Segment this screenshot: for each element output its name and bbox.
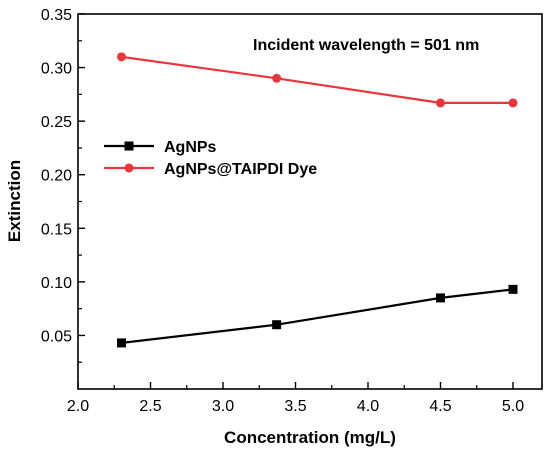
x-tick-label: 2.0: [67, 398, 89, 415]
data-point-agnps-dye: [272, 73, 282, 83]
legend-label-agnps: AgNPs: [164, 139, 217, 156]
y-tick-label: 0.25: [41, 114, 72, 131]
data-point-agnps-dye: [117, 52, 126, 62]
data-point-agnps: [117, 338, 126, 348]
y-tick-label: 0.35: [41, 7, 72, 24]
wavelength-annotation: Incident wavelength = 501 nm: [253, 37, 479, 54]
legend: AgNPs AgNPs@TAIPDI Dye: [104, 139, 317, 178]
y-axis-title: Extinction: [5, 160, 24, 242]
series-line-agnps-dye: [121, 55, 513, 105]
legend-marker-agnps: [124, 141, 134, 151]
y-tick-label: 0.10: [41, 275, 72, 292]
x-tick-labels: 2.0 2.5 3.0 3.5 4.0 4.5 5.0: [67, 398, 524, 415]
y-tick-label: 0.05: [41, 328, 72, 345]
series-line-agnps: [121, 288, 514, 344]
data-point-agnps-dye: [436, 98, 445, 108]
data-point-agnps-dye: [508, 98, 518, 108]
axis-ticks: [77, 13, 514, 389]
series-layer: [117, 52, 518, 348]
plot-frame: [77, 13, 543, 390]
data-point-agnps: [508, 284, 518, 294]
y-tick-label: 0.15: [41, 221, 72, 238]
legend-marker-agnps-dye: [124, 163, 134, 173]
x-tick-label: 5.0: [502, 398, 524, 415]
data-point-agnps: [272, 320, 282, 330]
y-tick-label: 0.20: [41, 168, 72, 185]
data-point-agnps: [436, 293, 445, 303]
y-tick-labels: 0.05 0.10 0.15 0.20 0.25 0.30 0.35: [41, 7, 72, 345]
x-tick-label: 3.0: [212, 398, 234, 415]
x-tick-label: 4.5: [429, 398, 451, 415]
x-tick-label: 4.0: [357, 398, 379, 415]
y-tick-label: 0.30: [41, 61, 72, 78]
x-axis-title: Concentration (mg/L): [224, 428, 396, 447]
x-tick-label: 2.5: [139, 398, 161, 415]
legend-label-agnps-dye: AgNPs@TAIPDI Dye: [164, 161, 317, 178]
x-tick-label: 3.5: [284, 398, 306, 415]
